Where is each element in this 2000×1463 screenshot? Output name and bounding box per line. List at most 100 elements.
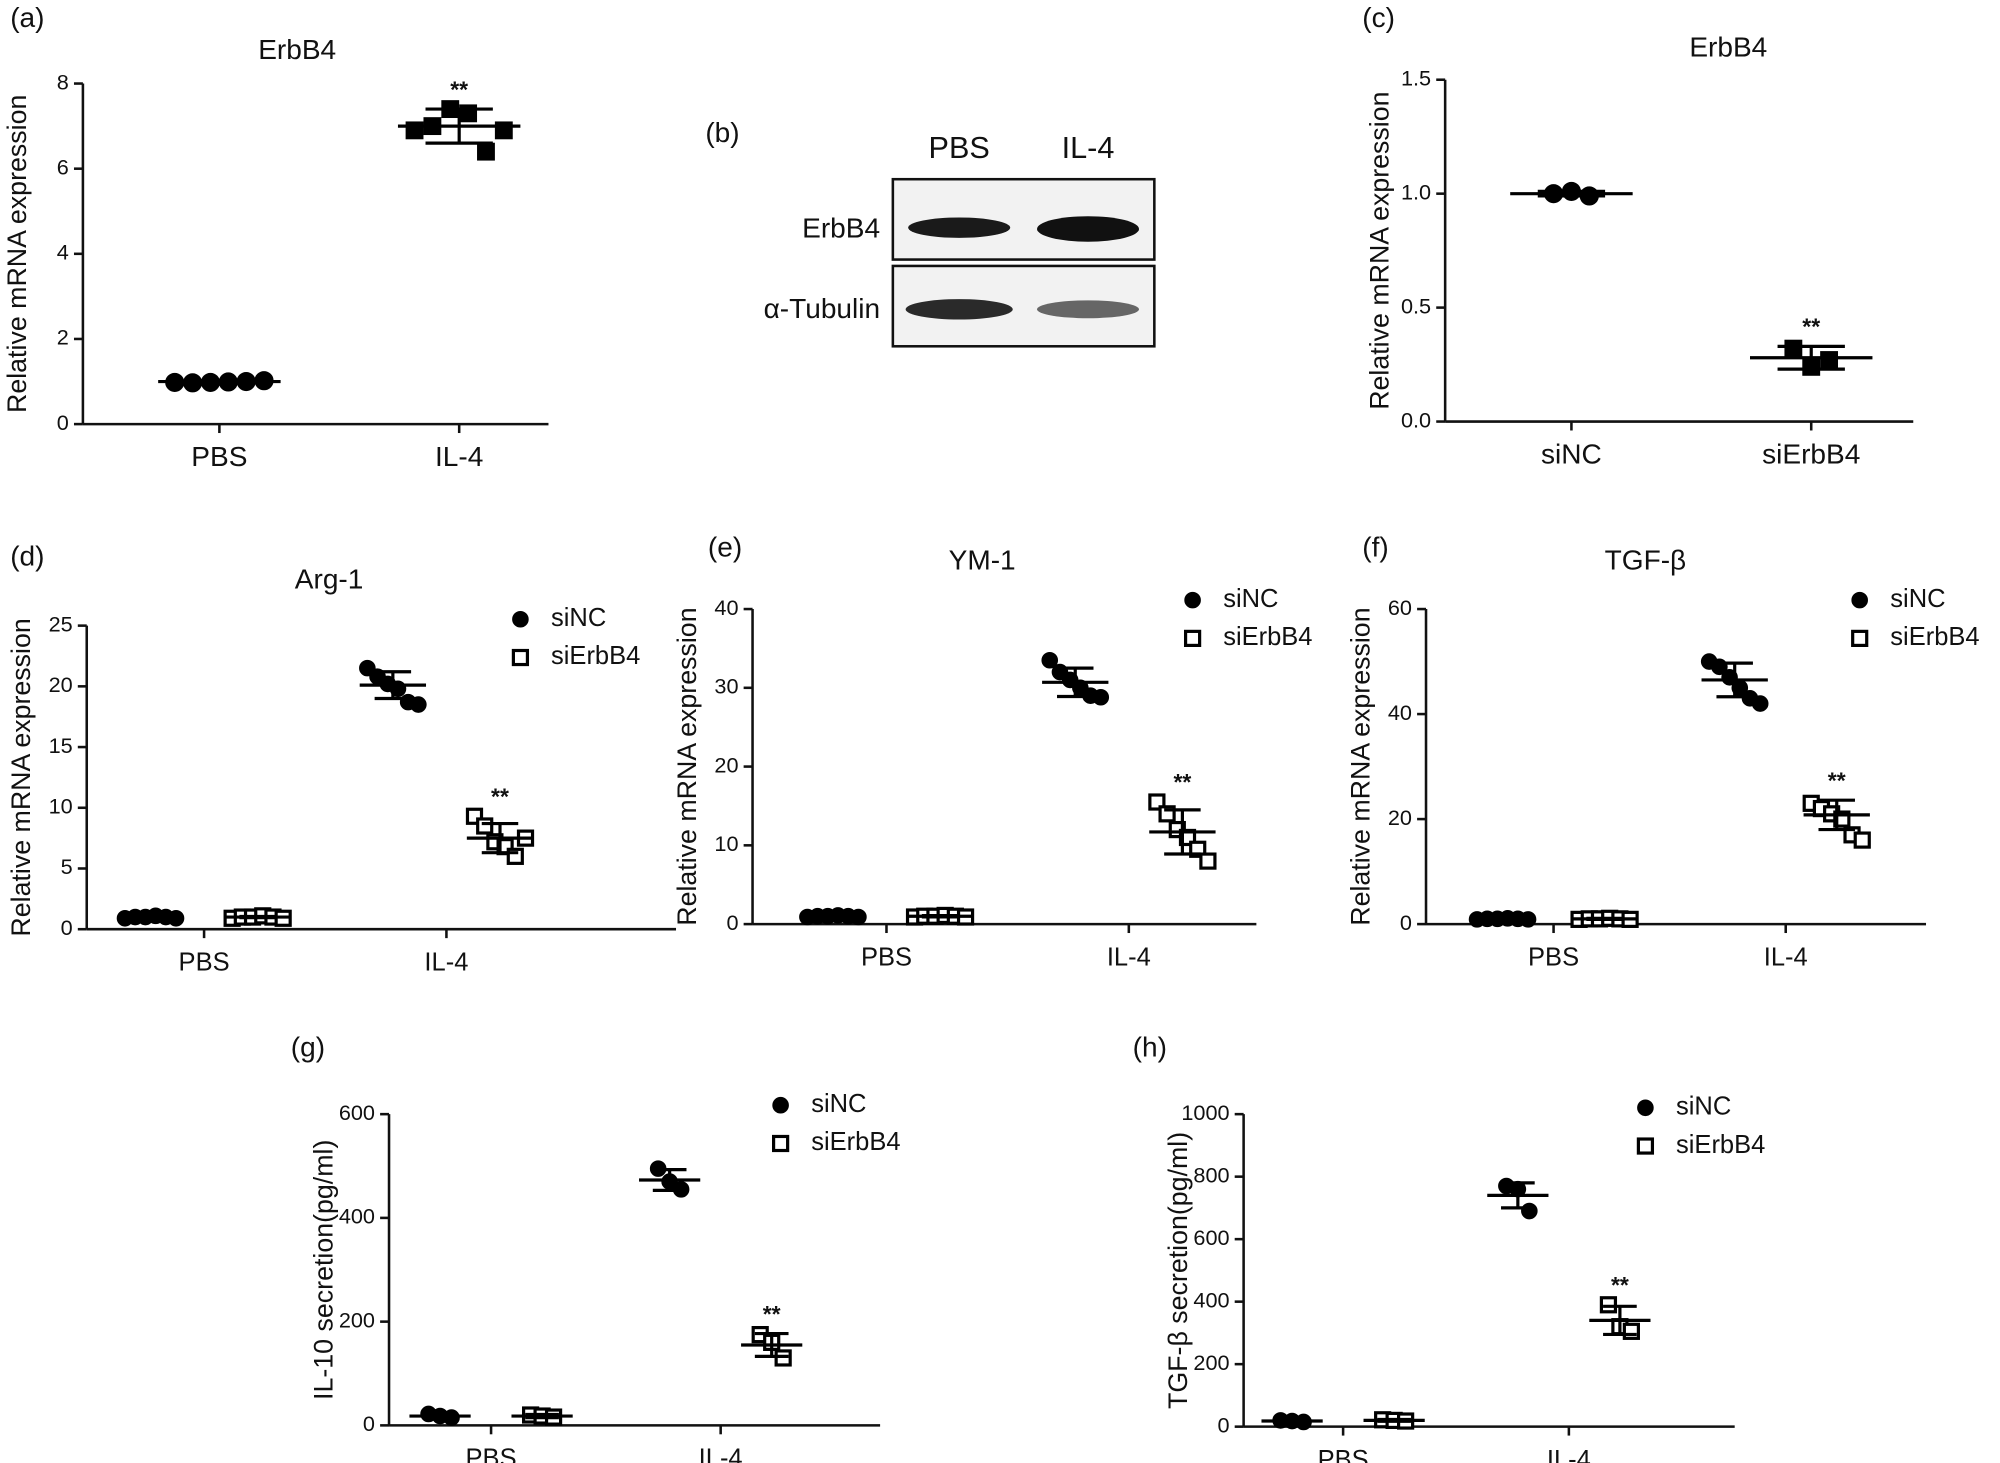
point	[1784, 339, 1803, 358]
significance: **	[450, 76, 468, 102]
legend-label: siNC	[1890, 585, 1945, 613]
significance: **	[1828, 767, 1846, 793]
y-tick-label: 0	[726, 910, 738, 935]
x-tick-label: siErbB4	[1762, 438, 1860, 469]
y-axis-label: TGF-β secretion(pg/ml)	[1163, 1132, 1193, 1409]
band	[1036, 300, 1140, 319]
y-axis-label: Relative mRNA expression	[2, 95, 32, 413]
x-tick-label: siNC	[1541, 438, 1602, 469]
x-tick-label: PBS	[1318, 1446, 1369, 1463]
y-tick-label: 10	[49, 794, 73, 819]
chart-title: ErbB4	[258, 34, 336, 65]
y-tick-label: 0	[61, 915, 73, 940]
y-tick-label: 1000	[1181, 1100, 1229, 1125]
legend-marker	[1637, 1099, 1654, 1117]
x-tick-label: PBS	[179, 948, 230, 976]
y-tick-label: 400	[339, 1204, 375, 1229]
panel-label: (h)	[1133, 1032, 1167, 1063]
y-tick-label: 0	[57, 410, 69, 435]
significance: **	[1611, 1272, 1629, 1298]
y-tick-label: 60	[1388, 595, 1412, 620]
point	[410, 696, 427, 713]
x-tick-label: IL-4	[1107, 943, 1151, 971]
y-tick-label: 600	[339, 1100, 375, 1125]
y-tick-label: 0	[1400, 910, 1412, 935]
y-axis-label: Relative mRNA expression	[6, 618, 36, 936]
legend-label: siNC	[551, 604, 606, 632]
y-tick-label: 200	[1193, 1350, 1229, 1375]
x-tick-label: IL-4	[1547, 1446, 1591, 1463]
y-tick-label: 0	[1218, 1412, 1230, 1437]
y-tick-label: 200	[339, 1307, 375, 1332]
panel-label: (g)	[291, 1032, 325, 1063]
row-label: ErbB4	[802, 213, 880, 244]
point	[1199, 852, 1217, 870]
chart-title: ErbB4	[1689, 32, 1767, 63]
legend-label: siErbB4	[1890, 623, 1979, 651]
x-tick-label: IL-4	[699, 1445, 743, 1463]
western-blot: (b) PBS IL-4 ErbB4 α-Tubulin	[705, 117, 1156, 348]
panel-label: (a)	[10, 2, 44, 33]
legend-marker	[1851, 591, 1868, 609]
y-tick-label: 600	[1193, 1225, 1229, 1250]
row-label: α-Tubulin	[764, 293, 881, 324]
point	[1041, 651, 1059, 669]
band	[905, 299, 1013, 320]
legend-label: siNC	[1676, 1093, 1731, 1121]
x-tick-label: PBS	[861, 943, 912, 971]
x-tick-label: IL-4	[435, 441, 483, 472]
chart-title: Arg-1	[295, 563, 364, 594]
y-tick-label: 10	[714, 831, 738, 856]
y-tick-label: 20	[49, 672, 73, 697]
band	[908, 217, 1011, 238]
y-tick-label: 30	[714, 674, 738, 699]
x-tick-label: PBS	[191, 441, 247, 472]
legend-marker	[1851, 629, 1869, 647]
significance: **	[763, 1301, 781, 1327]
y-axis-label: Relative mRNA expression	[672, 607, 702, 925]
legend-label: siNC	[1223, 585, 1278, 613]
point	[476, 817, 494, 835]
y-tick-label: 25	[49, 611, 73, 636]
y-axis-label: Relative mRNA expression	[1345, 607, 1375, 925]
legend-marker	[1183, 629, 1202, 647]
panel-label: (c)	[1362, 2, 1395, 33]
y-tick-label: 20	[1388, 805, 1412, 830]
x-tick-label: PBS	[466, 1445, 517, 1463]
chart-title: YM-1	[949, 544, 1016, 575]
y-tick-label: 2	[57, 325, 69, 350]
y-tick-label: 5	[61, 854, 73, 879]
y-tick-label: 0.0	[1401, 407, 1431, 432]
x-tick-label: IL-4	[1764, 943, 1808, 971]
legend-marker	[511, 648, 530, 667]
lane-label: IL-4	[1062, 131, 1115, 165]
significance: **	[491, 783, 509, 809]
y-tick-label: 20	[714, 752, 738, 777]
y-tick-label: 40	[1388, 700, 1412, 725]
y-tick-label: 800	[1193, 1162, 1229, 1187]
legend-label: siNC	[811, 1090, 866, 1118]
point	[1092, 688, 1110, 706]
legend-label: siErbB4	[811, 1128, 900, 1156]
legend-marker	[1636, 1137, 1655, 1155]
significance: **	[1802, 314, 1820, 340]
y-tick-label: 6	[57, 154, 69, 179]
panel-label: (d)	[10, 540, 44, 571]
legend-marker	[512, 610, 529, 628]
chart-title: TGF-β	[1605, 544, 1687, 575]
y-tick-label: 0.5	[1401, 293, 1431, 318]
legend-label: siErbB4	[1676, 1131, 1765, 1159]
point	[1521, 1202, 1538, 1220]
point	[1751, 695, 1769, 712]
panel-label: (e)	[708, 532, 742, 563]
panel-label: (b)	[705, 117, 739, 148]
y-axis-label: Relative mRNA expression	[1364, 91, 1394, 409]
point	[1820, 351, 1839, 369]
y-tick-label: 1.0	[1401, 179, 1431, 204]
y-tick-label: 1.5	[1401, 65, 1431, 90]
y-axis-label: IL-10 secretion(pg/ml)	[308, 1140, 338, 1400]
legend-marker	[772, 1096, 789, 1114]
x-tick-label: IL-4	[424, 948, 468, 976]
band	[1036, 216, 1140, 242]
